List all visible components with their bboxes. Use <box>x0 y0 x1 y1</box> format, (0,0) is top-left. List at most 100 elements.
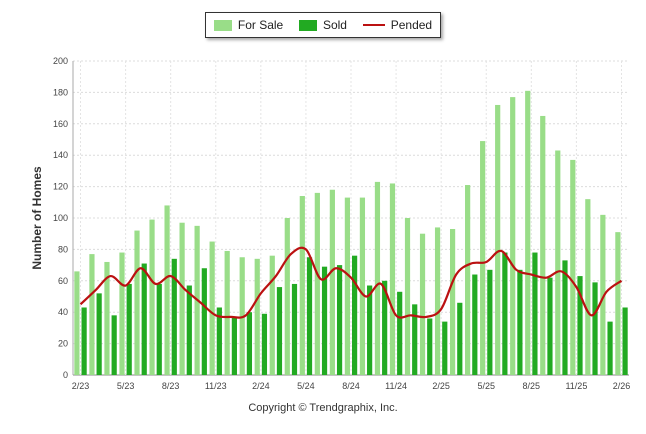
bar-for-sale <box>299 196 305 375</box>
bar-sold <box>592 282 598 375</box>
bar-for-sale <box>525 90 531 375</box>
y-tick-label: 60 <box>58 276 68 286</box>
bar-sold <box>336 265 343 375</box>
bar-sold <box>216 307 222 375</box>
bar-sold <box>261 313 268 375</box>
bar-sold <box>382 280 388 375</box>
bar-sold <box>96 293 102 375</box>
bar-sold <box>306 257 313 375</box>
bar-for-sale <box>465 185 471 375</box>
bar-group <box>74 90 628 376</box>
legend-swatch-sold <box>298 19 317 31</box>
bar-sold <box>517 269 523 375</box>
bar-sold <box>547 277 553 375</box>
y-tick-label: 0 <box>63 370 68 380</box>
bar-for-sale <box>104 261 110 375</box>
bar-sold <box>577 276 583 375</box>
bar-for-sale <box>570 159 576 375</box>
bar-sold <box>156 283 162 375</box>
axes: 0 20 40 60 80 100 120 140 160 180 200 2/23 5/23 8/23 1… <box>53 56 630 391</box>
legend-label-sold: Sold <box>322 18 347 32</box>
y-tick-label: 140 <box>53 150 68 160</box>
bar-sold <box>201 268 207 375</box>
y-tick-label: 40 <box>58 307 68 317</box>
bar-for-sale <box>209 241 215 375</box>
legend-label-pended: Pended <box>390 18 433 32</box>
bar-sold <box>427 318 433 375</box>
bar-for-sale <box>329 189 335 375</box>
y-tick-label: 80 <box>58 244 68 254</box>
bar-for-sale <box>495 104 501 376</box>
bar-sold <box>352 255 358 375</box>
bar-sold <box>397 291 403 375</box>
copyright-text: Copyright © Trendgraphix, Inc. <box>248 402 398 414</box>
bar-sold <box>562 260 568 375</box>
y-tick-label: 160 <box>53 119 68 129</box>
bar-for-sale <box>434 227 441 375</box>
bar-sold <box>442 321 448 375</box>
bar-for-sale <box>134 230 140 375</box>
bar-for-sale <box>149 219 155 375</box>
bar-sold <box>487 269 493 375</box>
x-tick-label: 2/24 <box>252 381 270 391</box>
bar-sold <box>141 263 147 375</box>
grid-lines <box>73 60 629 376</box>
legend-swatch-pended <box>362 24 385 26</box>
bar-for-sale <box>449 228 456 375</box>
legend-swatch-for-sale <box>213 19 232 31</box>
bar-sold <box>291 283 298 375</box>
bar-for-sale <box>374 181 381 375</box>
x-tick-label: 2/23 <box>72 381 90 391</box>
x-tick-label: 11/23 <box>205 381 227 391</box>
y-tick-label: 100 <box>53 213 68 223</box>
bar-for-sale <box>615 232 621 375</box>
x-tick-label: 11/25 <box>565 381 587 391</box>
bar-sold <box>81 307 87 375</box>
legend-item-pended[interactable]: Pended <box>362 18 433 32</box>
bar-sold <box>276 287 283 375</box>
bar-for-sale <box>314 192 320 375</box>
bar-sold <box>171 258 177 375</box>
bar-sold <box>126 283 132 375</box>
y-axis-title: Number of Homes <box>30 166 44 270</box>
bar-for-sale <box>540 115 546 375</box>
bar-for-sale <box>89 254 95 375</box>
x-tick-label: 5/24 <box>297 381 315 391</box>
bar-for-sale <box>510 97 516 376</box>
bar-for-sale <box>119 252 125 375</box>
bar-sold <box>457 302 463 375</box>
x-tick-label: 2/25 <box>432 381 450 391</box>
line-pended <box>79 246 623 319</box>
bar-sold <box>231 316 237 375</box>
bar-for-sale <box>404 218 411 375</box>
y-tick-label: 200 <box>53 56 68 66</box>
bar-for-sale <box>284 218 290 375</box>
y-tick-label: 180 <box>53 87 68 97</box>
legend: For Sale Sold Pended <box>205 12 441 38</box>
legend-item-sold[interactable]: Sold <box>298 18 347 32</box>
legend-item-for-sale[interactable]: For Sale <box>213 18 284 32</box>
bar-for-sale <box>269 255 275 375</box>
bar-sold <box>502 252 508 375</box>
x-tick-label: 8/24 <box>342 381 360 391</box>
x-tick-label: 11/24 <box>385 381 407 391</box>
bar-sold <box>472 274 478 375</box>
bar-sold <box>246 312 253 375</box>
bar-sold <box>532 252 538 375</box>
x-tick-label: 8/23 <box>162 381 180 391</box>
legend-label-for-sale: For Sale <box>237 18 284 32</box>
bar-for-sale <box>179 222 185 375</box>
bar-sold <box>321 266 328 375</box>
bar-for-sale <box>555 150 561 375</box>
bar-for-sale <box>419 233 426 375</box>
x-tick-label: 2/26 <box>613 381 631 391</box>
y-tick-label: 20 <box>58 339 68 349</box>
bar-for-sale <box>389 183 396 375</box>
bar-for-sale <box>254 258 260 375</box>
x-tick-label: 5/23 <box>117 381 135 391</box>
bar-sold <box>412 304 418 375</box>
bar-sold <box>111 315 117 375</box>
bar-sold <box>367 285 373 375</box>
bar-for-sale <box>600 214 606 375</box>
